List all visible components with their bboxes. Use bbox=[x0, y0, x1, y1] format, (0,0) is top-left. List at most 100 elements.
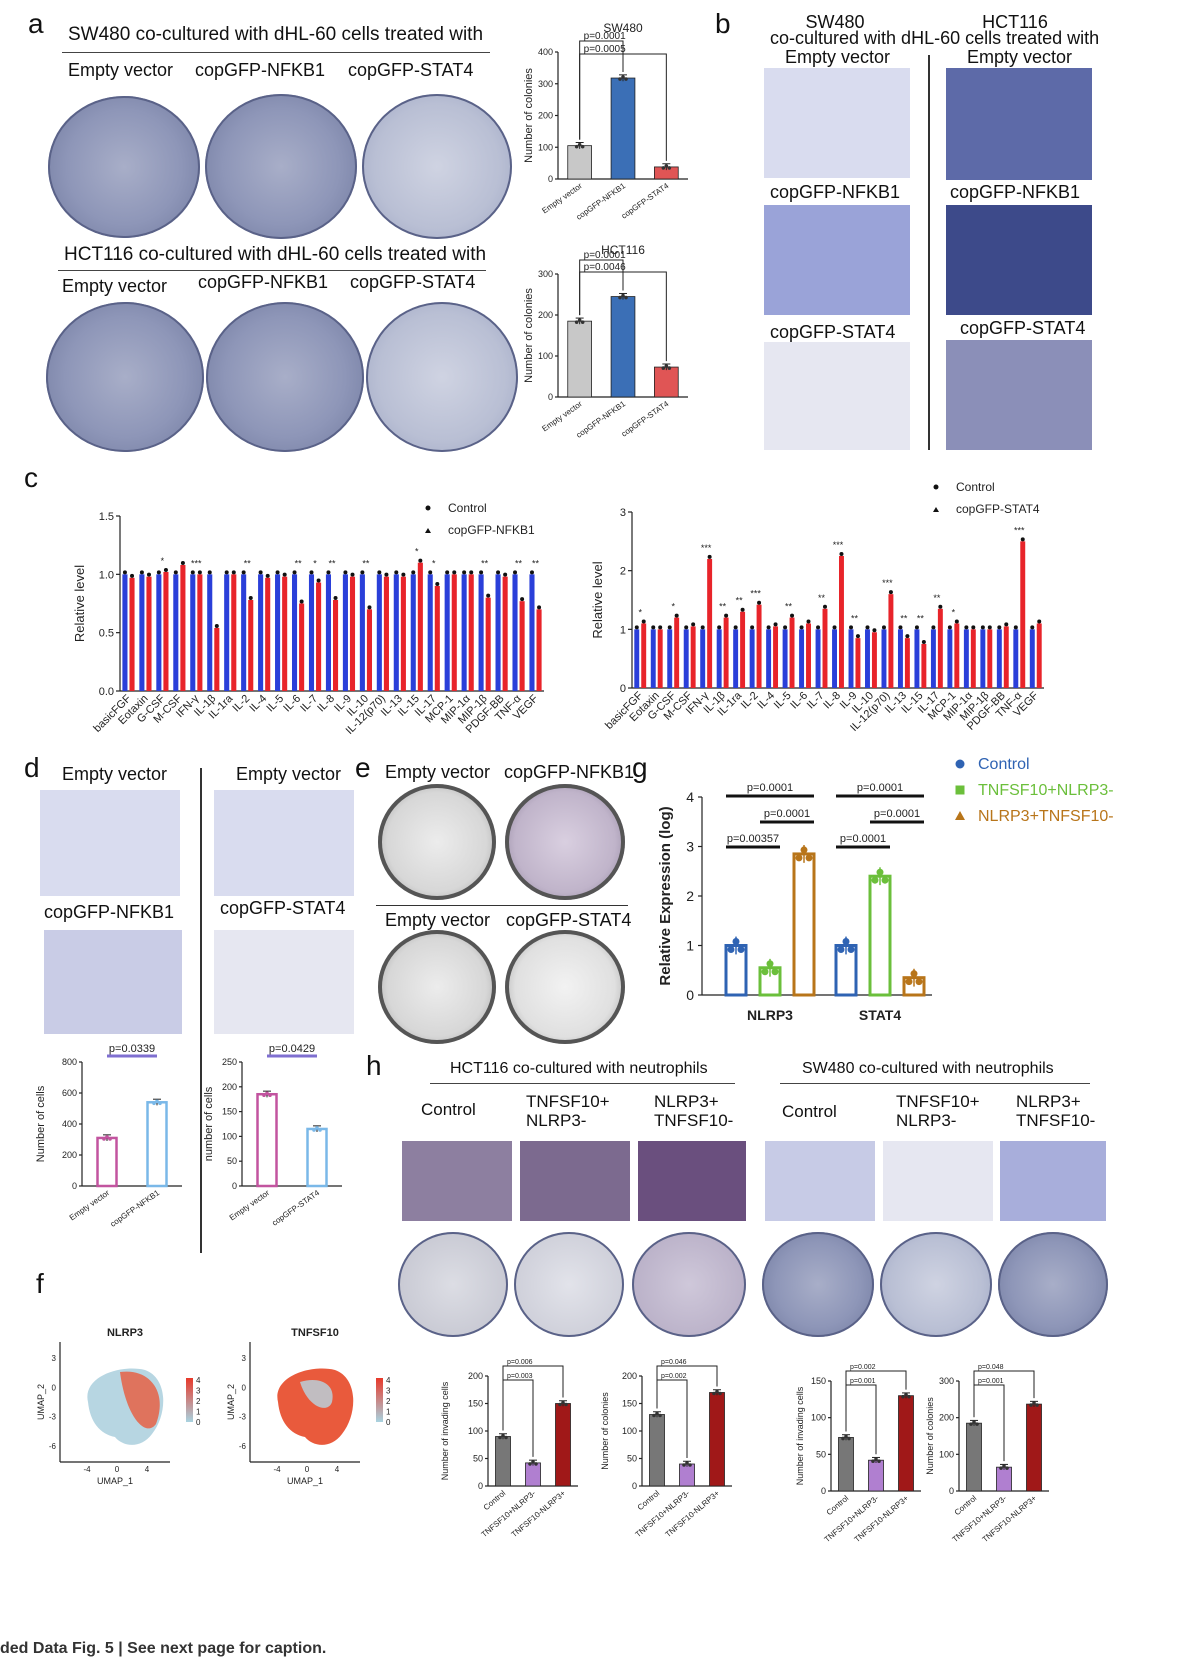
data-point bbox=[674, 613, 679, 618]
y-tick-label: 50 bbox=[627, 1454, 637, 1464]
y-tick-label: 3 bbox=[620, 507, 626, 519]
h-micro-hct-nlrp3 bbox=[638, 1141, 746, 1221]
a-label-nfkb1-2: copGFP-NFKB1 bbox=[198, 272, 329, 292]
data-point bbox=[921, 640, 926, 644]
data-point bbox=[757, 600, 762, 605]
data-point bbox=[231, 570, 236, 575]
bar-treated bbox=[163, 572, 169, 691]
data-point bbox=[577, 142, 582, 147]
bar bbox=[838, 1437, 854, 1492]
data-point bbox=[874, 1457, 878, 1461]
data-point bbox=[580, 144, 585, 149]
bar bbox=[567, 145, 592, 180]
significance-stars: ** bbox=[362, 558, 370, 568]
chart-h3: 0 50 100 150 Number of invading cells Control… bbox=[795, 1364, 921, 1544]
data-point bbox=[658, 1413, 662, 1418]
bar-control bbox=[376, 574, 382, 691]
bar bbox=[146, 1101, 168, 1188]
data-point bbox=[534, 1462, 538, 1466]
data-point bbox=[197, 570, 202, 575]
data-point bbox=[1037, 619, 1042, 624]
y-tick-label: -3 bbox=[239, 1413, 247, 1422]
b-sw480-title: SW480 bbox=[805, 12, 865, 32]
umap-hotspot bbox=[120, 1371, 160, 1429]
bar-treated bbox=[723, 617, 729, 688]
category-label: NLRP3 bbox=[747, 1007, 793, 1023]
bar bbox=[495, 1436, 511, 1487]
data-point bbox=[318, 1128, 322, 1132]
data-point bbox=[905, 634, 910, 639]
category-label: Empty vector bbox=[228, 1188, 272, 1222]
data-point bbox=[621, 75, 625, 79]
category-label: Empty vector bbox=[540, 181, 584, 215]
data-point bbox=[122, 570, 127, 575]
data-point bbox=[520, 597, 525, 602]
h-plate-hct-nlrp3 bbox=[632, 1232, 746, 1337]
bar-control bbox=[996, 629, 1002, 688]
b-label-hct116-empty: Empty vector bbox=[967, 47, 1073, 67]
data-point bbox=[783, 625, 788, 630]
p-value: p=0.0001 bbox=[584, 31, 626, 42]
bar-treated bbox=[987, 629, 993, 688]
bar-treated bbox=[904, 638, 910, 688]
data-point bbox=[452, 570, 457, 575]
bar-control bbox=[733, 629, 739, 688]
data-point bbox=[871, 1459, 875, 1463]
data-point bbox=[1020, 537, 1025, 542]
data-point bbox=[881, 625, 886, 630]
y-axis-label: Number of cells bbox=[35, 1085, 47, 1162]
data-point bbox=[207, 570, 212, 575]
y-tick-label: 50 bbox=[227, 1156, 237, 1166]
y-axis-label: Number of invading cells bbox=[795, 1386, 805, 1485]
data-point bbox=[418, 558, 423, 563]
p-value: p=0.0339 bbox=[109, 1043, 155, 1055]
h-sw-col3b: TNFSF10- bbox=[1016, 1111, 1096, 1130]
data-point bbox=[691, 622, 696, 627]
h-hct-col3a: NLRP3+ bbox=[654, 1092, 719, 1111]
bar bbox=[679, 1463, 695, 1487]
bar-treated bbox=[839, 556, 844, 688]
a-label-stat4-2: copGFP-STAT4 bbox=[350, 272, 476, 292]
h-hct-col1: Control bbox=[421, 1100, 476, 1119]
bar-control bbox=[359, 574, 365, 691]
panel-label-f: f bbox=[36, 1268, 44, 1299]
data-point bbox=[624, 77, 628, 81]
y-tick-label: -6 bbox=[239, 1442, 247, 1451]
data-point bbox=[258, 570, 263, 575]
bar-control bbox=[963, 629, 969, 688]
bar-control bbox=[427, 574, 433, 691]
data-point bbox=[905, 978, 913, 986]
p-value: p=0.0001 bbox=[857, 782, 903, 794]
significance-stars: ** bbox=[328, 558, 336, 568]
data-point bbox=[462, 570, 467, 575]
significance-stars: ** bbox=[515, 558, 523, 568]
data-point bbox=[558, 1402, 562, 1407]
y-tick-label: 0 bbox=[949, 1486, 954, 1496]
legend-label-control: Control bbox=[956, 480, 995, 494]
category-label: Control bbox=[953, 1493, 979, 1517]
y-tick-label: 3 bbox=[242, 1354, 247, 1363]
data-point bbox=[564, 1402, 568, 1407]
y-tick-label: 0 bbox=[620, 683, 626, 695]
bar-control bbox=[156, 574, 162, 691]
category-label: Empty vector bbox=[68, 1188, 112, 1222]
data-point bbox=[980, 625, 985, 630]
data-point bbox=[513, 570, 518, 575]
data-point bbox=[724, 613, 729, 618]
significance-stars: * bbox=[671, 602, 675, 612]
bar-control bbox=[766, 629, 772, 688]
bar bbox=[649, 1414, 665, 1487]
data-point bbox=[350, 572, 355, 577]
data-point bbox=[1005, 1466, 1009, 1470]
data-point bbox=[712, 1391, 716, 1396]
data-point bbox=[790, 613, 795, 618]
b-micro-hct116-empty bbox=[946, 68, 1092, 180]
data-point bbox=[997, 625, 1002, 630]
panel-label-h: h bbox=[366, 1050, 382, 1081]
d-micro-left-nfkb1 bbox=[44, 930, 182, 1034]
y-tick-label: 150 bbox=[468, 1399, 483, 1409]
a-plate-sw480-stat4 bbox=[362, 94, 512, 239]
h-hct-col2a: TNFSF10+ bbox=[526, 1092, 610, 1111]
a-hct116-header: HCT116 co-cultured with dHL-60 cells tre… bbox=[64, 244, 487, 265]
